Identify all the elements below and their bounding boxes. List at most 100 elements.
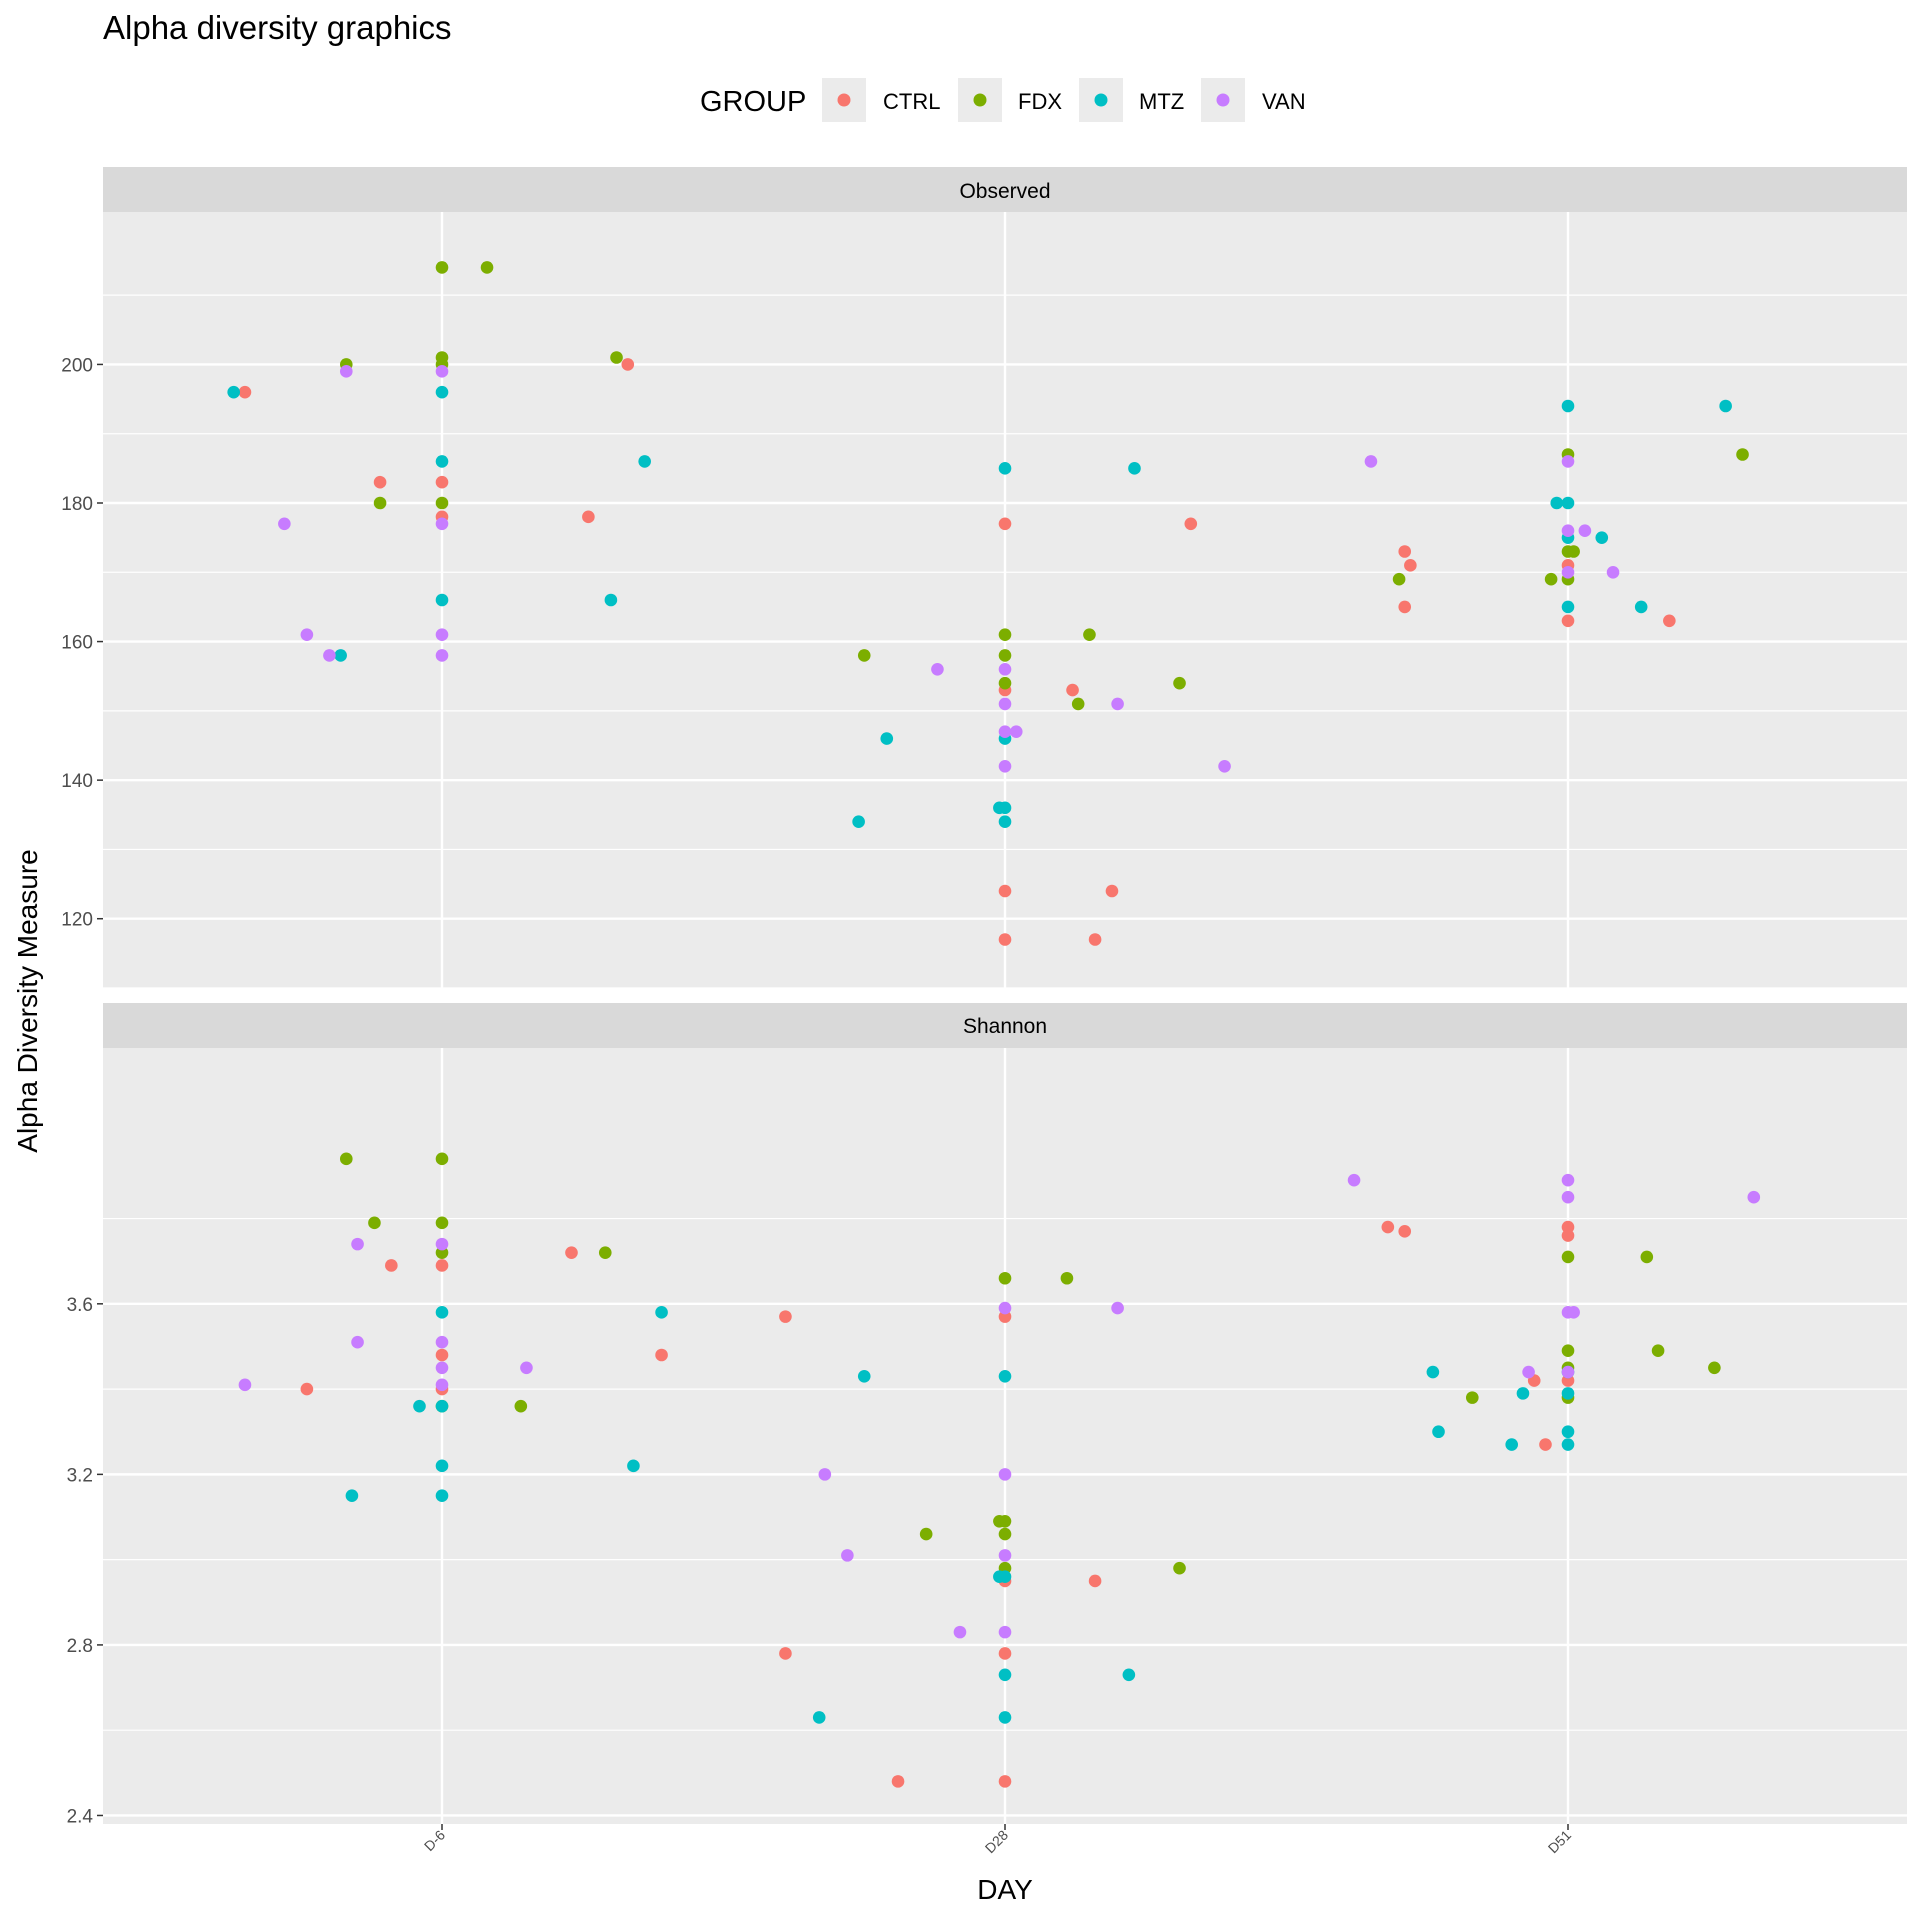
point-mtz [1561,1387,1575,1400]
point-fdx [1465,1391,1479,1404]
point-mtz [998,1711,1012,1724]
panel-shannon: Shannon 2.4 2.8 3.2 3.6 [67,1003,1907,1827]
point-van [998,1549,1012,1562]
legend-item-van: VAN [1201,78,1306,122]
point-van [1561,524,1575,538]
point-mtz [998,801,1012,815]
y-tick-label: 120 [61,910,93,931]
y-tick-label: 2.8 [67,1636,93,1657]
y-tick-label: 140 [61,771,93,792]
point-mtz [638,455,651,468]
point-ctrl [385,1259,398,1272]
point-fdx [368,1216,381,1230]
point-van [435,1378,449,1392]
point-van [520,1361,533,1375]
point-van [435,1237,449,1251]
legend: GROUP CTRL FDX MTZ VAN [700,78,1306,122]
point-mtz [435,385,449,399]
point-fdx [1173,1561,1186,1575]
point-fdx [998,649,1012,662]
point-fdx [435,1152,449,1166]
point-mtz [1595,531,1609,544]
point-mtz [998,1370,1012,1383]
legend-key-mtz [1094,93,1108,107]
x-axis-title: DAY [977,1874,1033,1905]
point-ctrl [565,1246,578,1259]
point-van [278,517,291,531]
point-fdx [435,1216,449,1230]
point-van [435,517,449,531]
point-fdx [1651,1344,1665,1358]
point-mtz [998,462,1012,475]
strip-shannon [103,1003,1907,1048]
legend-key-ctrl [837,93,851,107]
points-observed [227,261,1749,946]
point-fdx [1083,628,1096,641]
point-ctrl [1398,1225,1412,1238]
point-ctrl [1398,545,1412,558]
point-mtz [1634,600,1648,614]
point-mtz [604,593,618,607]
y-tick-label: 2.4 [67,1806,94,1827]
point-fdx [1640,1250,1654,1264]
chart-title: Alpha diversity graphics [103,9,452,46]
point-ctrl [1066,683,1079,697]
point-van [300,628,314,641]
y-tick-label: 160 [61,633,93,654]
point-mtz [1550,496,1564,510]
point-ctrl [435,1259,449,1272]
point-mtz [334,649,347,662]
point-mtz [345,1489,359,1502]
point-mtz [435,1399,449,1413]
point-van [1561,565,1575,579]
point-fdx [1736,448,1749,461]
point-ctrl [779,1647,792,1660]
point-ctrl [998,1775,1012,1788]
point-mtz [852,815,865,829]
y-axis-shannon: 2.4 2.8 3.2 3.6 [67,1295,103,1827]
legend-title: GROUP [700,86,806,118]
point-van [1009,725,1023,738]
point-fdx [514,1399,528,1413]
point-fdx [857,649,871,662]
points-shannon [238,1152,1761,1788]
point-van [323,649,336,662]
point-fdx [1708,1361,1721,1375]
point-fdx [998,1514,1012,1528]
y-tick-label: 180 [61,494,93,515]
point-van [1347,1173,1361,1187]
point-van [1111,697,1124,711]
point-van [351,1237,364,1251]
point-fdx [435,496,449,510]
point-ctrl [1561,1229,1575,1242]
point-van [351,1335,364,1349]
point-fdx [1561,1344,1575,1358]
point-van [435,1335,449,1349]
point-mtz [627,1459,640,1473]
legend-label-fdx: FDX [1018,89,1062,114]
point-van [998,1468,1012,1481]
point-van [998,1625,1012,1639]
point-mtz [1561,600,1575,614]
point-mtz [1128,462,1141,475]
point-fdx [1561,1250,1575,1264]
point-ctrl [238,385,252,399]
point-ctrl [300,1382,314,1396]
point-van [1561,455,1575,468]
point-van [1111,1301,1124,1315]
point-van [931,662,944,676]
point-ctrl [1105,884,1119,898]
strip-observed [103,167,1907,212]
x-tick-label: D28 [982,1827,1012,1857]
point-mtz [435,455,449,468]
point-mtz [655,1306,668,1319]
point-mtz [435,1489,449,1502]
point-mtz [1561,1438,1575,1451]
point-ctrl [435,1348,449,1362]
point-ctrl [1404,559,1417,572]
point-ctrl [1663,614,1676,628]
point-ctrl [998,1647,1012,1660]
point-van [435,1361,449,1375]
point-fdx [373,496,387,510]
